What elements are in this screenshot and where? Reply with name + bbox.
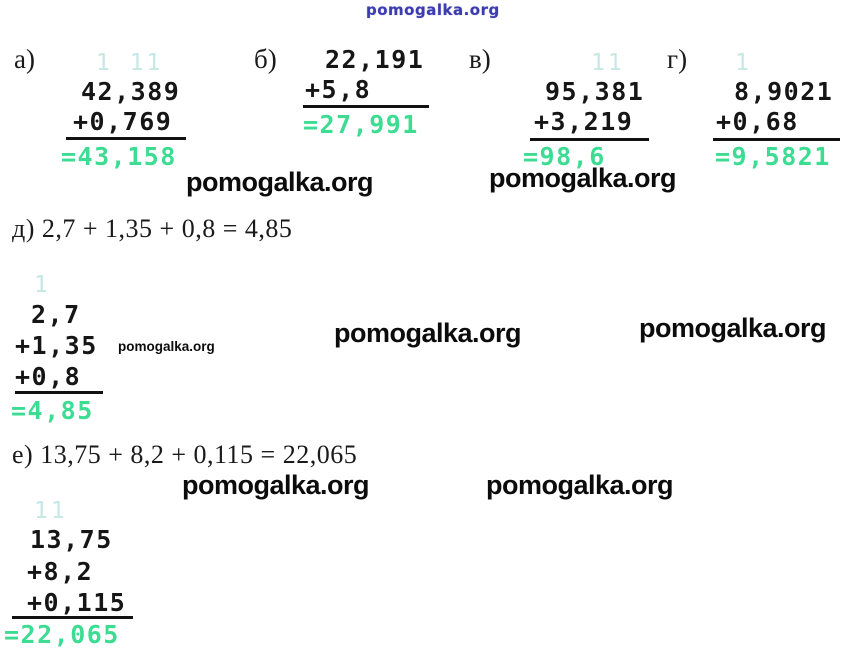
- problem-b-addend-1: 22,191: [325, 45, 425, 74]
- problem-d-addend-2: +1,35: [15, 331, 98, 360]
- watermark-row3-right: pomogalka.org: [486, 470, 674, 500]
- problem-g-label: г): [667, 44, 688, 74]
- problem-e-addend-3: +0,115: [27, 588, 127, 617]
- site-watermark-top: pomogalka.org: [366, 1, 500, 19]
- problem-v-sum-line: [530, 138, 649, 141]
- problem-d-result: =4,85: [11, 396, 94, 425]
- problem-d-equation: д) 2,7 + 1,35 + 0,8 = 4,85: [12, 214, 293, 243]
- problem-e-addend-2: +8,2: [27, 557, 94, 586]
- problem-a-carry-digits: 1 11: [96, 50, 164, 76]
- problem-d-addend-1: 2,7: [31, 300, 81, 329]
- problem-v-label: в): [469, 44, 491, 74]
- problem-v-addend-2: +3,219: [534, 107, 634, 136]
- watermark-small-inline: pomogalka.org: [118, 339, 215, 354]
- problem-a-addend-1: 42,389: [81, 77, 181, 106]
- problem-e-addend-1: 13,75: [30, 525, 113, 554]
- problem-b-addend-2: +5,8: [305, 75, 372, 104]
- problem-e-carry-digits: 11: [34, 498, 68, 524]
- problem-b-result: =27,991: [303, 110, 419, 139]
- problem-g-addend-2: +0,68: [716, 107, 799, 136]
- watermark-row1-left: pomogalka.org: [186, 167, 374, 197]
- problem-d-carry-digits: 1: [34, 272, 51, 298]
- problem-a-sum-line: [66, 137, 186, 140]
- watermark-row1-right: pomogalka.org: [489, 163, 677, 193]
- problem-d-addend-3: +0,8: [15, 362, 82, 391]
- watermark-row3-left: pomogalka.org: [182, 470, 370, 500]
- problem-g-carry-digits: 1: [735, 50, 752, 76]
- problem-a-result: =43,158: [61, 142, 177, 171]
- problem-e-equation: е) 13,75 + 8,2 + 0,115 = 22,065: [12, 440, 358, 469]
- problem-v-result: =98,6: [523, 142, 606, 171]
- problem-a-addend-2: +0,769: [73, 107, 173, 136]
- problem-v-carry-digits: 11: [591, 50, 625, 76]
- problem-g-sum-line: [713, 138, 840, 141]
- problem-g-addend-1: 8,9021: [734, 77, 834, 106]
- watermark-row2-right: pomogalka.org: [639, 313, 827, 343]
- problem-b-label: б): [254, 44, 277, 74]
- problem-a-label: а): [14, 44, 35, 74]
- problem-g-result: =9,5821: [715, 142, 831, 171]
- problem-e-sum-line: [12, 616, 133, 619]
- problem-v-addend-1: 95,381: [545, 77, 645, 106]
- watermark-row2-left: pomogalka.org: [334, 318, 522, 348]
- problem-b-sum-line: [303, 105, 429, 108]
- problem-e-result: =22,065: [4, 620, 120, 649]
- problem-d-sum-line: [15, 391, 103, 394]
